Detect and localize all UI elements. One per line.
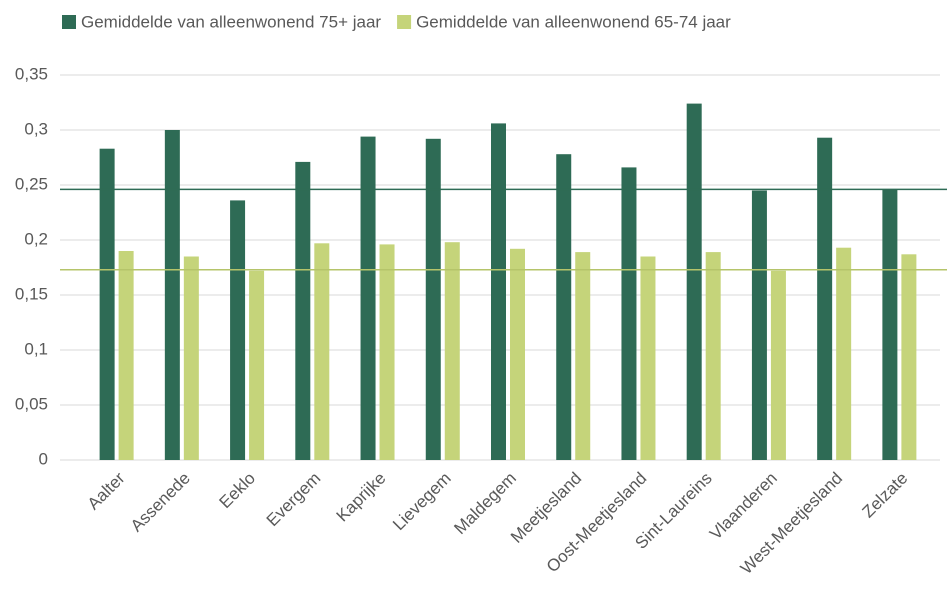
bar xyxy=(99,148,115,460)
x-tick-label: Evergem xyxy=(263,469,325,531)
legend-label: Gemiddelde van alleenwonend 65-74 jaar xyxy=(416,12,731,31)
x-tick-label: Maldegem xyxy=(450,469,520,539)
y-tick-label: 0,15 xyxy=(15,284,48,303)
bar xyxy=(705,252,721,460)
bar xyxy=(640,256,656,460)
bar xyxy=(249,270,265,460)
y-tick-label: 0,35 xyxy=(15,64,48,83)
bar xyxy=(164,130,180,460)
legend-swatch xyxy=(397,15,412,29)
bar xyxy=(444,242,460,460)
x-tick-label: Lievegem xyxy=(389,469,455,535)
y-tick-label: 0,3 xyxy=(24,119,48,138)
bar xyxy=(491,123,506,461)
bar xyxy=(314,243,330,460)
x-tick-label: Eeklo xyxy=(216,469,260,513)
bar xyxy=(882,189,898,460)
bar xyxy=(360,136,376,460)
y-tick-label: 0,1 xyxy=(24,339,48,358)
bar xyxy=(901,254,917,460)
bar xyxy=(379,244,395,460)
bar xyxy=(118,251,134,460)
bar xyxy=(556,154,572,460)
x-tick-label: Zelzate xyxy=(859,469,912,522)
bar xyxy=(425,138,441,461)
bar xyxy=(183,256,199,460)
y-tick-label: 0,2 xyxy=(24,229,48,248)
legend-label: Gemiddelde van alleenwonend 75+ jaar xyxy=(81,12,381,31)
x-tick-label: Aalter xyxy=(84,468,129,513)
bar xyxy=(686,103,702,460)
bar xyxy=(575,252,591,460)
x-tick-label: Assenede xyxy=(127,469,194,536)
y-tick-label: 0 xyxy=(39,449,48,468)
bar xyxy=(770,270,786,460)
x-tick-label: Kaprijke xyxy=(333,469,390,526)
bar xyxy=(836,247,852,460)
y-tick-label: 0,05 xyxy=(15,394,48,413)
y-tick-label: 0,25 xyxy=(15,174,48,193)
bar xyxy=(817,137,833,460)
legend-swatch xyxy=(62,15,76,29)
bar xyxy=(621,167,637,460)
bar xyxy=(230,200,246,460)
bar xyxy=(295,161,311,460)
bar xyxy=(510,248,525,460)
bar xyxy=(751,190,767,460)
